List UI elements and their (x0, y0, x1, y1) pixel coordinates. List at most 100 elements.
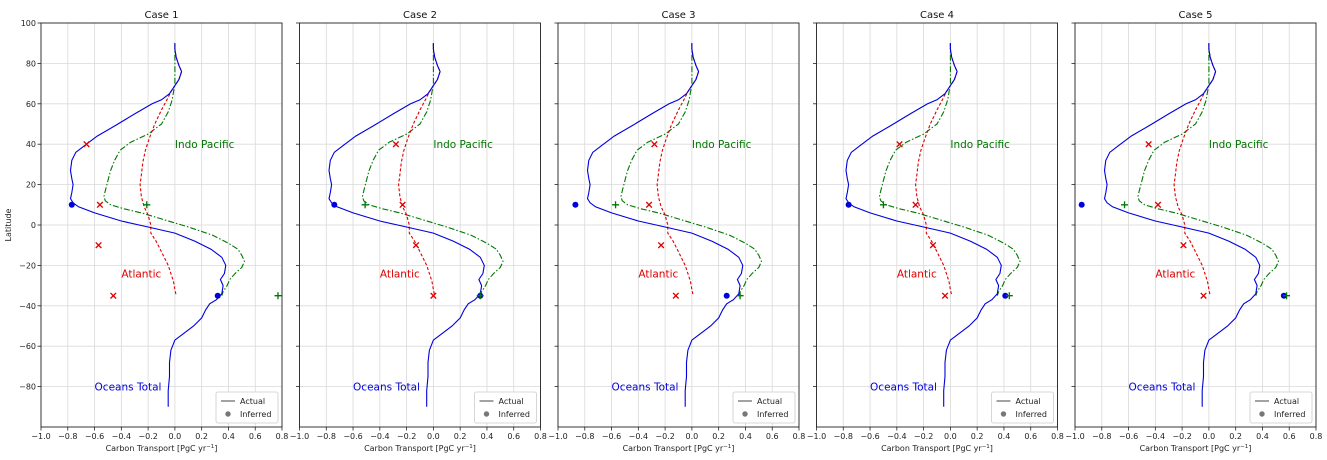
indo-pacific-label: Indo Pacific (433, 139, 493, 151)
indo-inferred-point (143, 201, 151, 209)
legend-box (1249, 391, 1313, 424)
x-axis-label-main: Carbon Transport [PgC yr (1140, 444, 1241, 453)
total-inferred-point (723, 292, 730, 299)
x-tick-label: 0.4 (739, 432, 752, 441)
legend-inferred-marker (742, 411, 748, 417)
x-tick-label: −0.6 (85, 432, 104, 441)
legend-inferred-label: Inferred (1274, 410, 1305, 419)
y-tick-label: −40 (19, 302, 36, 311)
x-tick-label: −0.2 (138, 432, 157, 441)
x-tick-label: 0.2 (712, 432, 725, 441)
legend: Actual Inferred (732, 391, 796, 424)
x-tick-label: 0.4 (1256, 432, 1269, 441)
panel-case-2: Indo Pacific Atlantic Oceans Total −1.0 −0.8… (290, 10, 547, 453)
total-actual-line (586, 43, 744, 407)
total-inferred-point (68, 201, 75, 208)
x-axis-label-sup: −1 (723, 444, 731, 450)
y-tick-label: −20 (19, 261, 36, 270)
legend-actual-label: Actual (1274, 397, 1299, 406)
x-tick-label: −1.0 (548, 432, 567, 441)
x-tick-label: −0.6 (860, 432, 879, 441)
total-inferred-point (572, 201, 579, 208)
oceans-total-label: Oceans Total (1129, 382, 1196, 394)
x-axis-label-end: ] (1248, 444, 1251, 453)
indo-pacific-label: Indo Pacific (175, 139, 235, 151)
x-tick-label: 0.8 (276, 432, 289, 441)
x-tick-label: 0.0 (169, 432, 182, 441)
indo-pacific-label: Indo Pacific (1209, 139, 1269, 151)
x-axis-label: Carbon Transport [PgC yr−1] (364, 444, 476, 453)
x-axis-label-sup: −1 (1240, 444, 1248, 450)
x-tick-label: 0.6 (507, 432, 520, 441)
legend-inferred-label: Inferred (240, 410, 271, 419)
panel-case-1: Indo Pacific Atlantic Oceans Total −1.0 −0.8… (19, 10, 288, 453)
x-tick-label: −0.6 (602, 432, 621, 441)
x-tick-label: 0.2 (1229, 432, 1242, 441)
x-axis-label: Carbon Transport [PgC yr−1] (106, 444, 218, 453)
legend-inferred-marker (483, 411, 490, 417)
x-axis-label-end: ] (214, 444, 217, 453)
indo-inferred-point (476, 292, 484, 300)
panel-title: Case 1 (144, 10, 178, 21)
legend-actual-label: Actual (1016, 397, 1041, 406)
x-tick-label: 0.6 (766, 432, 779, 441)
atlantic-inferred-point (96, 201, 104, 209)
indo-pacific-label: Indo Pacific (950, 139, 1010, 151)
x-tick-label: 0.8 (793, 432, 806, 441)
x-tick-label: −1.0 (31, 432, 50, 441)
x-tick-label: 0.0 (1203, 432, 1216, 441)
total-actual-line (69, 43, 227, 407)
atlantic-inferred-point (430, 292, 437, 299)
atlantic-label: Atlantic (380, 268, 420, 280)
atlantic-inferred-point (929, 241, 937, 249)
indo-inferred-point (1005, 292, 1013, 300)
atlantic-inferred-point (1180, 241, 1187, 249)
panel-case-4: Indo Pacific Atlantic Oceans Total −1.0 −0.8… (807, 10, 1064, 453)
legend: Actual Inferred (474, 391, 537, 424)
total-actual-line (1103, 43, 1261, 407)
total-actual-line (845, 43, 1002, 407)
y-tick-label: 100 (21, 19, 36, 28)
legend-box (474, 391, 537, 424)
legend-box (732, 391, 796, 424)
x-axis-label-end: ] (731, 444, 734, 453)
x-tick-label: 0.0 (686, 432, 699, 441)
x-tick-label: 0.2 (971, 432, 984, 441)
atlantic-inferred-point (651, 140, 658, 148)
x-axis-label-sup: −1 (982, 444, 990, 450)
x-axis-label-sup: −1 (206, 444, 214, 450)
oceans-total-label: Oceans Total (353, 382, 420, 394)
x-axis-label-end: ] (990, 444, 993, 453)
x-tick-label: −0.8 (317, 432, 336, 441)
x-tick-label: 0.8 (1310, 432, 1323, 441)
x-axis-label: Carbon Transport [PgC yr−1] (881, 444, 993, 453)
legend-inferred-marker (225, 411, 231, 417)
indo-inferred-point (1121, 201, 1129, 209)
indo-inferred-point (736, 292, 744, 300)
y-tick-label: 40 (26, 140, 36, 149)
atlantic-inferred-point (412, 241, 420, 249)
legend-inferred-label: Inferred (757, 410, 788, 419)
x-tick-label: −0.4 (370, 432, 389, 441)
atlantic-inferred-point (1145, 140, 1152, 148)
x-axis-label-main: Carbon Transport [PgC yr (623, 444, 724, 453)
atlantic-inferred-point (83, 140, 90, 148)
x-tick-label: 0.2 (454, 432, 467, 441)
x-tick-label: −0.2 (655, 432, 674, 441)
x-tick-label: −0.2 (914, 432, 933, 441)
atlantic-inferred-point (941, 292, 949, 299)
panel-case-3: Indo Pacific Atlantic Oceans Total −1.0 −0.8… (548, 10, 805, 453)
legend: Actual Inferred (1249, 391, 1313, 424)
oceans-total-label: Oceans Total (95, 382, 162, 394)
atlantic-inferred-point (392, 140, 400, 148)
legend-actual-label: Actual (757, 397, 782, 406)
atlantic-inferred-point (95, 241, 102, 249)
x-axis-label-main: Carbon Transport [PgC yr (106, 444, 207, 453)
y-tick-label: 20 (26, 181, 36, 190)
atlantic-inferred-point (110, 292, 117, 299)
x-tick-label: −0.4 (1146, 432, 1165, 441)
x-tick-label: 0.6 (1283, 432, 1296, 441)
x-tick-label: −1.0 (290, 432, 309, 441)
x-tick-label: 0.2 (195, 432, 208, 441)
